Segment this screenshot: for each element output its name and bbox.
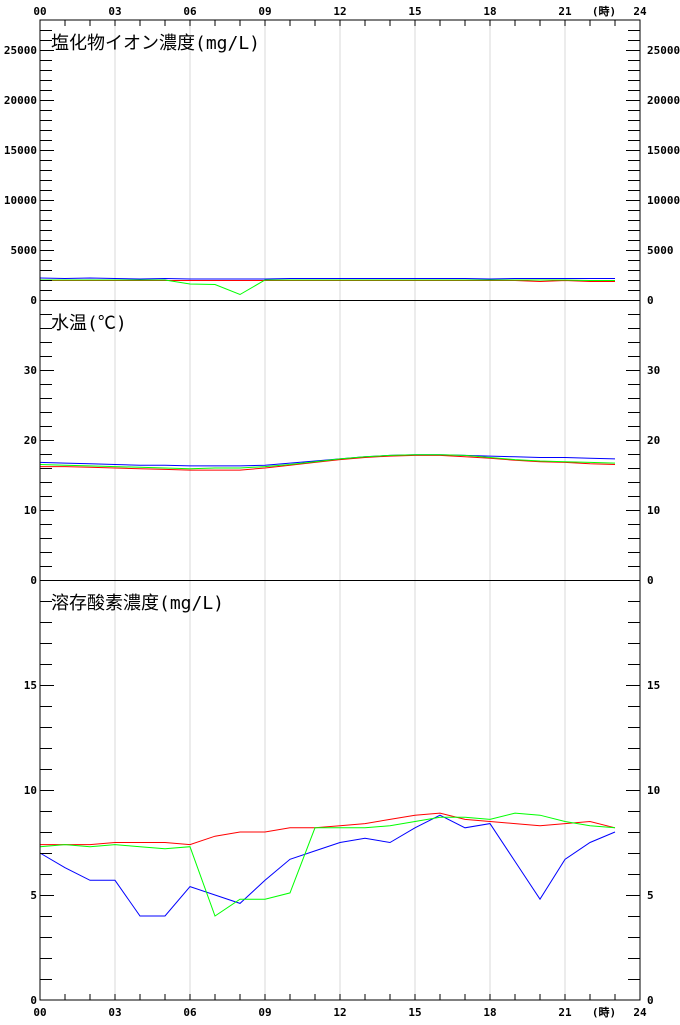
hour-label-bottom-00: 00 bbox=[33, 1006, 46, 1019]
panel-2-series-3-line bbox=[39, 454, 616, 470]
panel-1-ytick-left-15000: 15000 bbox=[4, 144, 37, 157]
panel-2-ytick-right-30: 30 bbox=[647, 364, 660, 377]
panel-3-ytick-right-10: 10 bbox=[647, 784, 660, 797]
hour-label-bottom-12: 12 bbox=[333, 1006, 346, 1019]
hour-label-bottom-09: 09 bbox=[258, 1006, 271, 1019]
panel-1-series-2-line bbox=[40, 279, 615, 283]
hour-label-bottom-15: 15 bbox=[408, 1006, 421, 1019]
panel-3-ytick-right-5: 5 bbox=[647, 889, 654, 902]
panel-3-ytick-left-10: 10 bbox=[24, 784, 37, 797]
panel-1-ytick-left-25000: 25000 bbox=[4, 44, 37, 57]
panel-1-ytick-left-0: 0 bbox=[30, 294, 37, 307]
hour-label-top-21: 21 bbox=[558, 5, 572, 18]
panel-1-ytick-right-0: 0 bbox=[647, 294, 654, 307]
panel-2-title: 水温(℃) bbox=[51, 313, 127, 334]
panel-1-series-1-line bbox=[39, 277, 615, 280]
hour-label-top-03: 03 bbox=[108, 5, 121, 18]
hour-label-bottom-03: 03 bbox=[108, 1006, 121, 1019]
panel-1-ytick-right-25000: 25000 bbox=[647, 44, 680, 57]
hour-label-bottom-21: 21 bbox=[558, 1006, 572, 1019]
hour-label-top-00: 00 bbox=[33, 5, 46, 18]
hour-unit-label-top: (時) bbox=[592, 4, 616, 18]
panel-3-ytick-right-0: 0 bbox=[647, 994, 654, 1007]
panel-1-ytick-right-5000: 5000 bbox=[647, 244, 674, 257]
hour-label-top-15: 15 bbox=[408, 5, 421, 18]
panel-3-ytick-left-0: 0 bbox=[30, 994, 37, 1007]
hour-label-top-09: 09 bbox=[258, 5, 271, 18]
panel-2-ytick-right-0: 0 bbox=[647, 574, 654, 587]
panel-3-ytick-left-15: 15 bbox=[24, 679, 37, 692]
hour-label-top-06: 06 bbox=[183, 5, 197, 18]
hour-label-top-24: 24 bbox=[633, 5, 647, 18]
panel-2-ytick-right-10: 10 bbox=[647, 504, 660, 517]
panel-3-title: 溶存酸素濃度(mg/L) bbox=[51, 593, 224, 614]
hour-label-bottom-24: 24 bbox=[633, 1006, 647, 1019]
ticks-layer bbox=[40, 20, 640, 1000]
panel-2-ytick-right-20: 20 bbox=[647, 434, 660, 447]
panel-2-series-2-line bbox=[40, 454, 616, 471]
panel-2-ytick-left-30: 30 bbox=[24, 364, 37, 377]
panel-1-title: 塩化物イオン濃度(mg/L) bbox=[51, 33, 260, 54]
panel-1-ytick-left-10000: 10000 bbox=[4, 194, 37, 207]
panel-1-ytick-left-20000: 20000 bbox=[4, 94, 37, 107]
panel-2-ytick-left-20: 20 bbox=[24, 434, 37, 447]
text-layer: 000003030606090912121515181821212424(時)(… bbox=[4, 4, 680, 1019]
hour-label-top-18: 18 bbox=[483, 5, 496, 18]
hour-label-top-12: 12 bbox=[333, 5, 346, 18]
hour-label-bottom-18: 18 bbox=[483, 1006, 496, 1019]
panel-3-series-1-line bbox=[39, 814, 616, 917]
panel-3-ytick-left-5: 5 bbox=[30, 889, 37, 902]
grid-layer bbox=[114, 20, 566, 1000]
panel-3-ytick-right-15: 15 bbox=[647, 679, 660, 692]
panel-3-series-2-line bbox=[40, 812, 616, 846]
hour-label-bottom-06: 06 bbox=[183, 1006, 197, 1019]
series-layer bbox=[39, 277, 616, 917]
hour-unit-label-bottom: (時) bbox=[592, 1005, 616, 1019]
panel-1-ytick-right-20000: 20000 bbox=[647, 94, 680, 107]
panel-1-ytick-right-10000: 10000 bbox=[647, 194, 680, 207]
panel-1-ytick-right-15000: 15000 bbox=[647, 144, 680, 157]
panel-1-series-3-line bbox=[40, 279, 615, 296]
panel-2-ytick-left-10: 10 bbox=[24, 504, 37, 517]
panel-3-series-3-line bbox=[39, 812, 616, 917]
panel-1-ytick-left-5000: 5000 bbox=[11, 244, 38, 257]
panel-2-ytick-left-0: 0 bbox=[30, 574, 37, 587]
